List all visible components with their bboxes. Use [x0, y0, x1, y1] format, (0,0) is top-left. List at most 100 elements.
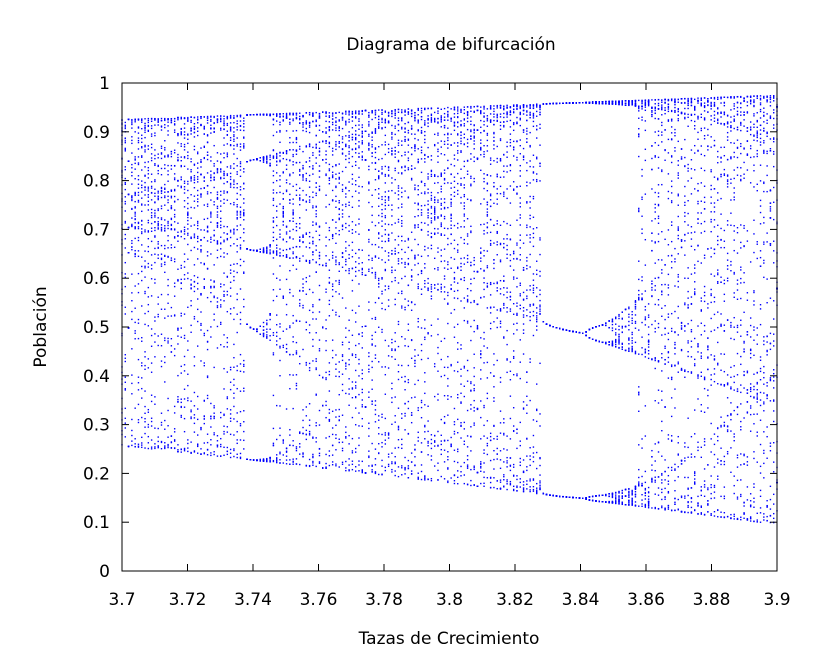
data-point — [318, 115, 321, 118]
data-point — [437, 132, 439, 134]
data-point — [193, 207, 196, 209]
data-point — [279, 375, 281, 377]
data-point — [463, 367, 466, 369]
data-point — [407, 263, 410, 266]
data-point — [368, 135, 370, 137]
data-point — [141, 265, 143, 268]
data-point — [447, 137, 449, 139]
data-point — [463, 279, 466, 282]
data-point — [430, 288, 433, 290]
data-point — [157, 157, 159, 159]
data-point — [223, 202, 225, 204]
data-point — [226, 408, 229, 410]
data-point — [305, 293, 308, 295]
data-point — [233, 279, 235, 282]
data-point — [318, 226, 321, 228]
data-point — [154, 446, 156, 448]
data-point — [354, 387, 357, 389]
data-point — [197, 434, 199, 436]
data-point — [361, 126, 363, 129]
data-point — [384, 268, 387, 271]
data-point — [470, 325, 472, 328]
data-point — [144, 267, 146, 269]
data-point — [200, 115, 202, 118]
data-point — [433, 174, 436, 176]
data-point — [256, 330, 258, 333]
data-point — [305, 178, 308, 180]
data-point — [302, 199, 304, 202]
data-point — [427, 333, 429, 335]
data-point — [187, 450, 189, 453]
data-point — [440, 188, 442, 190]
data-point — [368, 183, 370, 185]
data-point — [407, 196, 410, 198]
data-point — [276, 114, 278, 116]
data-point — [338, 263, 340, 266]
data-point — [433, 257, 436, 260]
data-point — [285, 450, 288, 452]
data-point — [292, 155, 294, 158]
data-point — [453, 191, 456, 194]
data-point — [289, 123, 291, 125]
data-point — [447, 263, 449, 266]
data-point — [466, 117, 469, 119]
bifurcation-series — [121, 95, 778, 524]
data-point — [170, 217, 173, 220]
data-point — [144, 149, 146, 151]
data-point — [318, 124, 321, 127]
data-point — [190, 194, 192, 196]
data-point — [177, 400, 179, 403]
data-point — [483, 269, 485, 272]
data-point — [299, 363, 301, 365]
data-point — [348, 140, 350, 142]
data-point — [239, 149, 242, 151]
data-point — [463, 112, 466, 115]
data-point — [387, 115, 390, 117]
data-point — [325, 194, 327, 196]
data-point — [480, 147, 482, 150]
data-point — [345, 155, 347, 157]
data-point — [137, 178, 140, 181]
data-point — [378, 473, 380, 476]
data-point — [180, 282, 182, 285]
data-point — [147, 196, 150, 198]
data-point — [229, 184, 232, 186]
data-point — [220, 445, 222, 448]
data-point — [305, 130, 308, 133]
data-point — [223, 367, 225, 370]
data-point — [450, 118, 452, 120]
data-point — [338, 419, 340, 422]
data-point — [170, 228, 173, 231]
data-point — [450, 267, 452, 269]
data-point — [391, 224, 393, 226]
data-point — [417, 224, 419, 226]
data-point — [466, 235, 469, 237]
data-point — [318, 462, 321, 464]
data-point — [312, 345, 314, 347]
data-point — [414, 383, 416, 386]
data-point — [447, 268, 449, 270]
data-point — [476, 326, 479, 328]
data-point — [190, 206, 192, 209]
data-point — [394, 156, 396, 158]
data-point — [374, 162, 377, 165]
data-point — [348, 348, 350, 350]
data-point — [305, 145, 308, 147]
data-point — [417, 476, 419, 479]
data-point — [394, 340, 396, 343]
data-point — [187, 216, 189, 219]
data-point — [295, 449, 298, 452]
data-point — [285, 463, 288, 465]
data-point — [141, 387, 143, 390]
data-point — [345, 193, 347, 195]
data-point — [374, 131, 377, 133]
data-point — [279, 123, 281, 126]
data-point — [384, 195, 387, 198]
data-point — [387, 143, 390, 146]
data-point — [226, 118, 229, 120]
data-point — [424, 123, 426, 126]
data-point — [417, 273, 419, 276]
data-point — [387, 151, 390, 154]
data-point — [483, 233, 485, 235]
data-point — [453, 124, 456, 126]
